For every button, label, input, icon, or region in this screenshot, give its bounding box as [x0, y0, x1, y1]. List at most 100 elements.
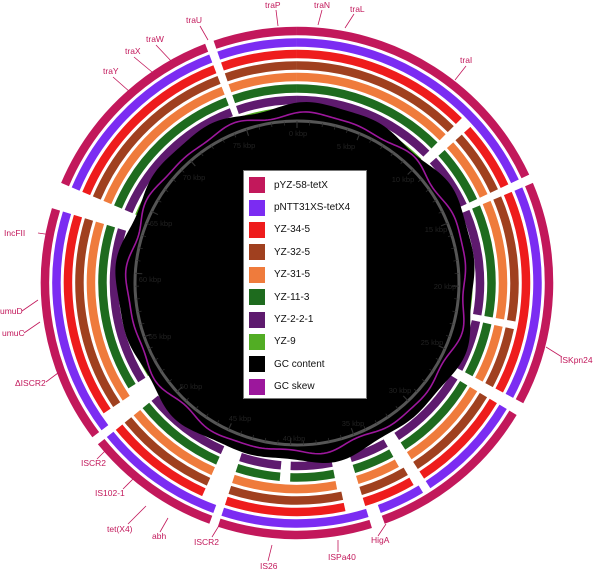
- gene-label-tran: traN: [314, 0, 330, 10]
- ring-segment: [92, 75, 221, 200]
- minor-tick: [449, 323, 454, 325]
- major-tick: [407, 169, 414, 175]
- minor-tick: [211, 145, 214, 150]
- ring-segment: [464, 322, 492, 377]
- major-tick: [190, 160, 196, 167]
- ring-segment: [359, 467, 408, 496]
- scale-label: 0 kbp: [289, 129, 307, 138]
- legend-label: YZ-2-2-1: [274, 314, 314, 326]
- major-tick: [227, 423, 232, 430]
- major-tick: [245, 128, 250, 136]
- ring-segment: [40, 208, 100, 438]
- ring-segment: [221, 49, 297, 71]
- ring-segment: [296, 38, 519, 184]
- legend-swatch: [249, 244, 265, 261]
- legend: pYZ-58-tetX pNTT31XS-tetX4 YZ-34-5 YZ-32…: [243, 170, 367, 399]
- legend-item: YZ-32-5: [249, 241, 362, 263]
- scale-label: 70 kbp: [183, 173, 206, 182]
- scale-label: 5 kbp: [337, 142, 355, 151]
- ring-segment: [114, 97, 229, 209]
- ring-segment: [97, 438, 213, 524]
- gc-skew-profile: [124, 111, 467, 455]
- ring-segment: [349, 439, 388, 463]
- minor-tick: [239, 430, 242, 435]
- ring-segment: [224, 496, 346, 517]
- ring-segment: [482, 200, 508, 320]
- ring-segment: [455, 134, 498, 193]
- minor-tick: [333, 125, 336, 130]
- legend-label: pYZ-58-tetX: [274, 179, 328, 191]
- ring-segment: [446, 142, 488, 198]
- ring-segment: [232, 474, 338, 494]
- minor-tick: [222, 138, 225, 143]
- gene-label-tray: traY: [103, 66, 119, 76]
- gene-label-trai: traI: [460, 55, 472, 65]
- minor-tick: [205, 413, 209, 418]
- ring-segment: [296, 61, 454, 133]
- minor-tick: [452, 310, 457, 313]
- scale-label: 20 kbp: [434, 282, 457, 291]
- ring-segment: [217, 38, 297, 60]
- minor-tick: [438, 211, 443, 214]
- minor-tick: [142, 235, 147, 237]
- legend-label: YZ-34-5: [274, 224, 311, 236]
- legend-item: YZ-34-5: [249, 219, 362, 241]
- ring-segment: [495, 191, 531, 393]
- scale-label: 55 kbp: [149, 332, 172, 341]
- minor-tick: [164, 189, 169, 192]
- ring-segment: [236, 95, 298, 115]
- ring-segment: [355, 459, 399, 485]
- scale-label: 15 kbp: [425, 225, 448, 234]
- legend-item: YZ-11-3: [249, 286, 362, 308]
- minor-tick: [374, 420, 378, 425]
- ring-segment: [133, 409, 215, 476]
- minor-tick: [363, 425, 366, 430]
- minor-tick: [146, 222, 151, 226]
- ring-segment: [239, 452, 282, 470]
- ring-segment: [124, 108, 233, 214]
- ring-segment: [124, 417, 211, 486]
- ring-segment: [381, 410, 517, 524]
- gene-label-umud: umuD: [0, 306, 23, 316]
- gene-label-umuc: umuC: [2, 328, 25, 338]
- scale-label: 45 kbp: [229, 414, 252, 423]
- gene-label-higa: HigA: [371, 535, 390, 545]
- gene-label-is102-1: IS102-1: [95, 488, 125, 498]
- legend-item: pYZ-58-tetX: [249, 174, 362, 196]
- gene-label-iscr2: ISCR2: [81, 458, 106, 468]
- ring-segment: [296, 95, 430, 157]
- minor-tick: [432, 199, 437, 203]
- ring-segment: [86, 221, 130, 401]
- ring-segment: [63, 214, 111, 414]
- minor-tick: [148, 346, 153, 350]
- ring-segment: [493, 196, 519, 322]
- legend-swatch: [249, 378, 265, 395]
- major-tick: [350, 427, 355, 435]
- ring-segment: [461, 209, 485, 316]
- legend-swatch: [249, 221, 265, 238]
- ring-segment: [142, 402, 220, 465]
- minor-tick: [447, 235, 452, 237]
- ring-segment: [232, 84, 298, 104]
- gene-label-iscr2: ISCR2: [194, 537, 219, 547]
- minor-tick: [136, 260, 141, 262]
- scale-labels: 0 kbp 5 kbp 10 kbp 15 kbp 20 kbp 25 kbp …: [139, 129, 457, 443]
- minor-tick: [264, 437, 267, 442]
- scale-label: 60 kbp: [139, 275, 162, 284]
- ring-segment: [235, 463, 281, 481]
- minor-tick: [185, 397, 189, 402]
- ring-segment: [429, 157, 467, 208]
- ring-segment: [217, 518, 372, 540]
- minor-tick: [380, 145, 383, 150]
- major-tick: [356, 133, 361, 141]
- minor-tick: [258, 125, 261, 130]
- minor-tick: [321, 122, 324, 128]
- major-tick: [438, 345, 446, 350]
- ring-segment: [213, 26, 297, 49]
- legend-swatch: [249, 177, 265, 194]
- gene-label-incfii: IncFII: [4, 228, 25, 238]
- minor-tick: [445, 335, 450, 338]
- gene-label-leaders: [21, 9, 563, 562]
- ring-segment: [224, 61, 298, 82]
